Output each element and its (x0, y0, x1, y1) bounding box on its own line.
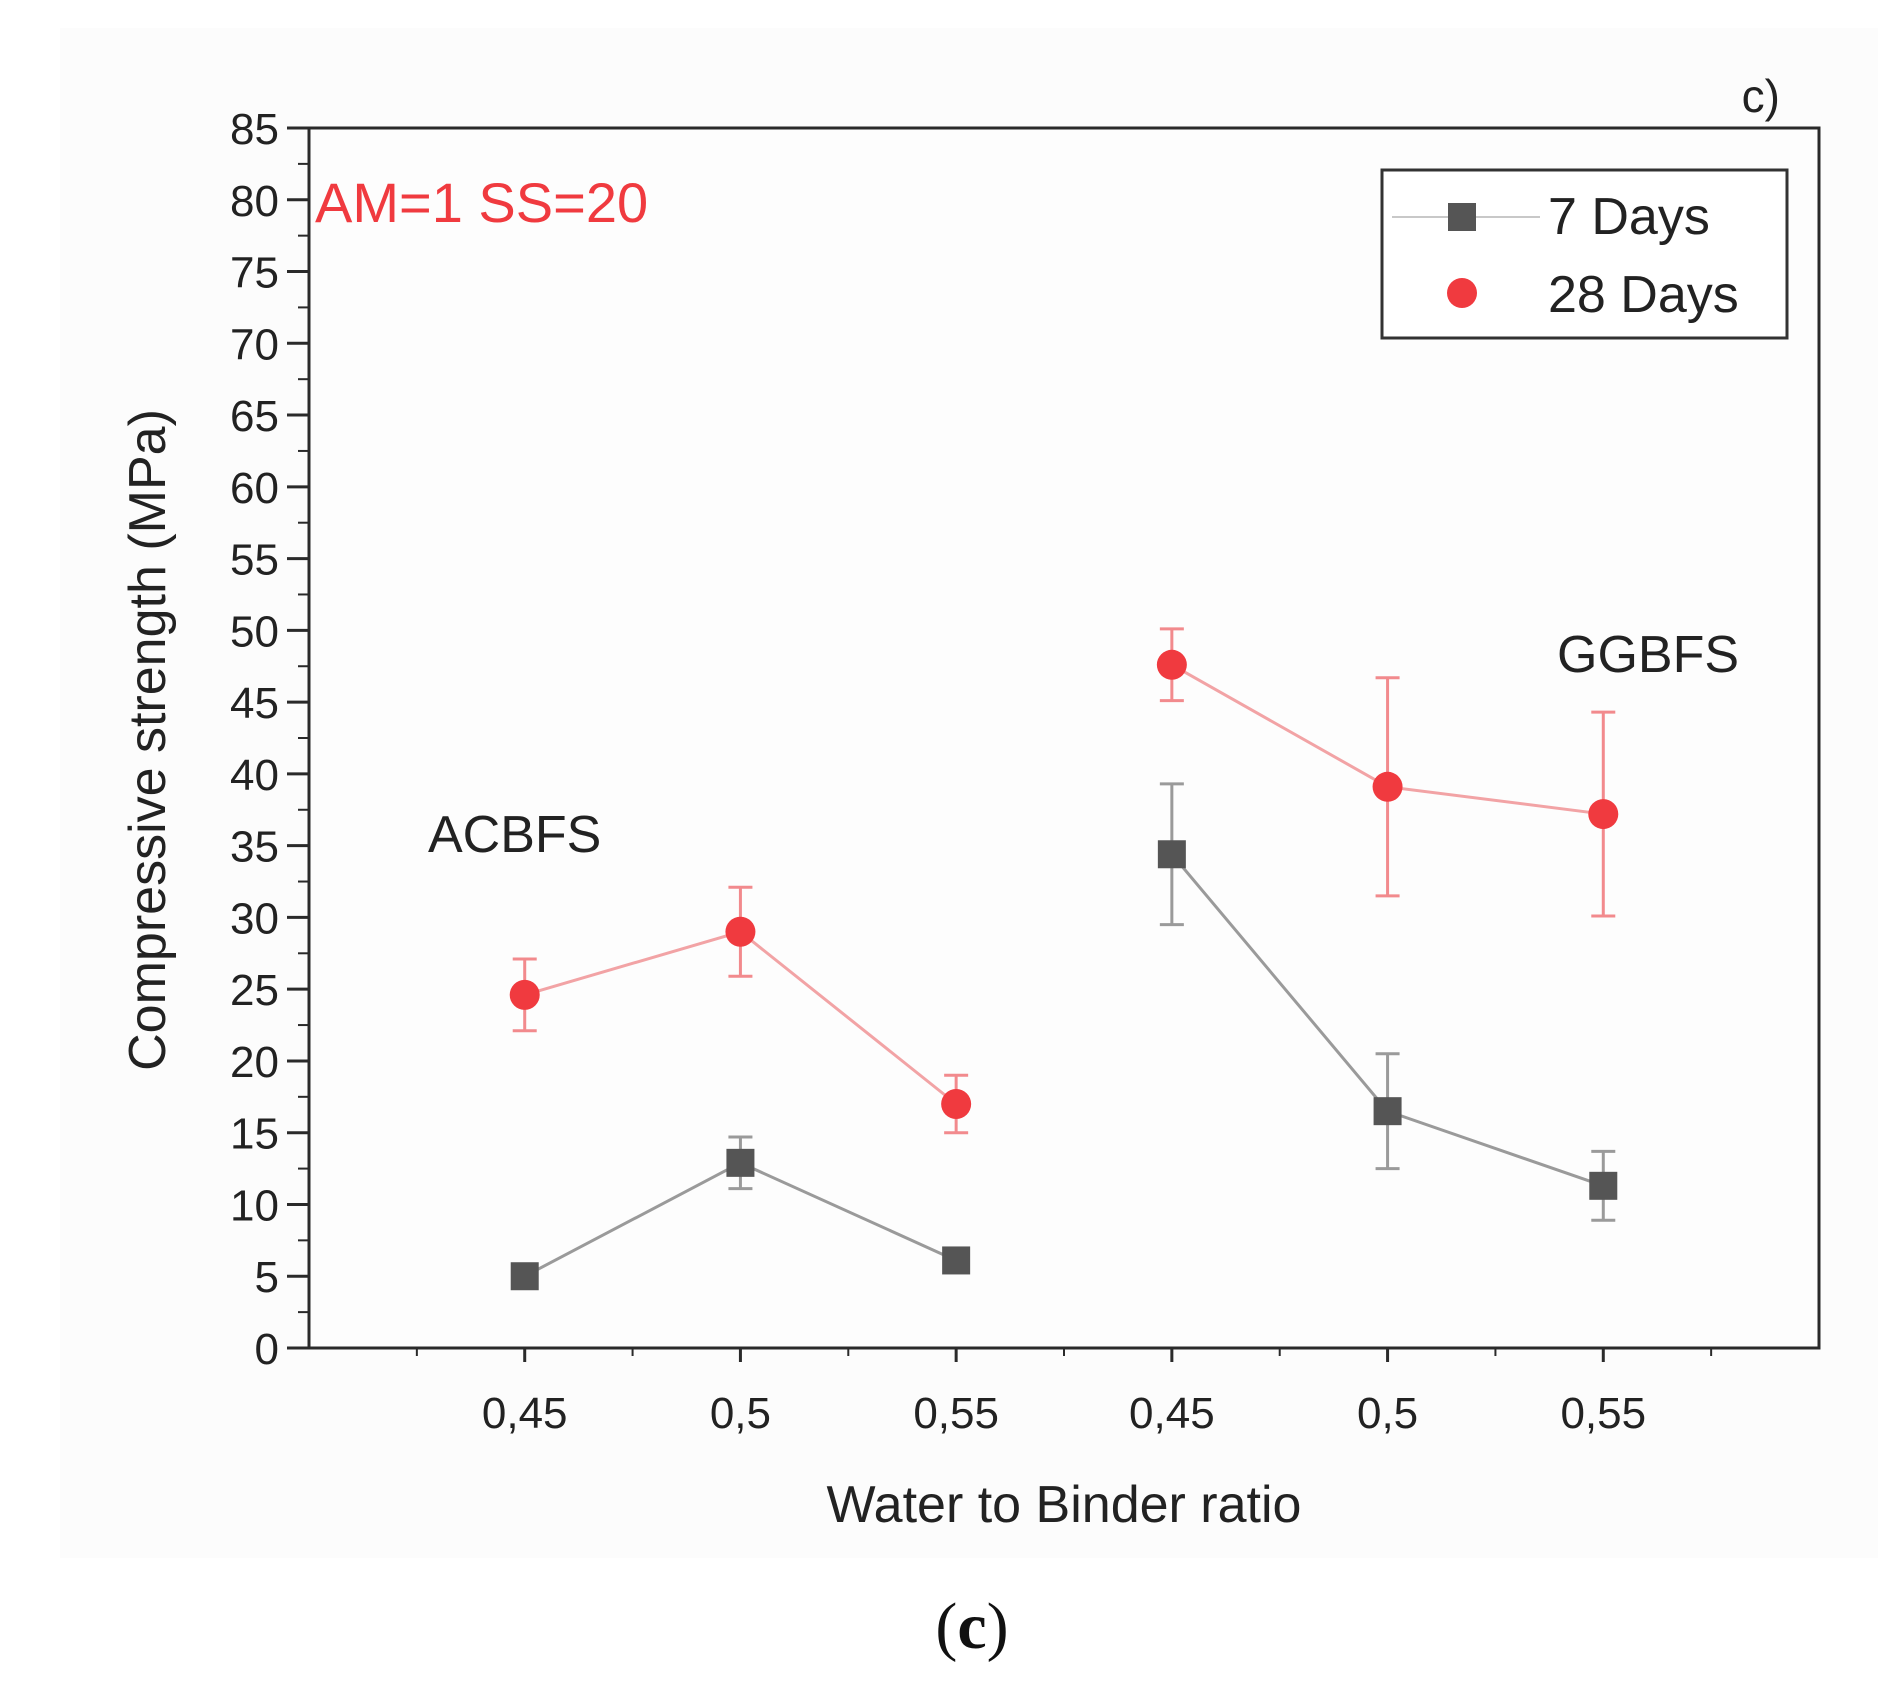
y-tick-label: 15 (230, 1110, 279, 1159)
y-tick-label: 10 (230, 1181, 279, 1230)
y-tick-label: 40 (230, 751, 279, 800)
y-tick-label: 50 (230, 607, 279, 656)
group-label-ggbfs: GGBFS (1557, 626, 1739, 684)
y-tick-label: 75 (230, 249, 279, 298)
figure-caption: (c) (935, 1590, 1008, 1663)
x-axis-title: Water to Binder ratio (827, 1476, 1302, 1534)
data-markers (509, 649, 1619, 1291)
data-point-28-days (1156, 649, 1187, 680)
legend: 7 Days 28 Days (1380, 168, 1789, 340)
y-tick-label: 70 (230, 320, 279, 369)
legend-box (1380, 168, 1789, 340)
data-point-28-days (725, 916, 756, 947)
x-tick-label: 0,55 (1560, 1389, 1646, 1438)
data-point-7-days (726, 1148, 755, 1177)
x-tick-label: 0,45 (482, 1389, 568, 1438)
x-tick-label: 0,5 (1357, 1389, 1418, 1438)
x-tick-label: 0,5 (710, 1389, 771, 1438)
panel-label: c) (1742, 70, 1780, 122)
y-tick-label: 85 (230, 105, 279, 154)
y-tick-label: 45 (230, 679, 279, 728)
group-label-acbfs: ACBFS (428, 806, 601, 864)
y-axis-title: Compressive strength (MPa) (119, 409, 177, 1071)
y-tick-label: 25 (230, 966, 279, 1015)
annotation-am-ss: AM=1 SS=20 (315, 171, 648, 234)
x-tick-label: 0,55 (913, 1389, 999, 1438)
data-point-28-days (941, 1089, 972, 1119)
y-tick-label: 60 (230, 464, 279, 513)
y-axis: 0 5 10 15 20 25 30 35 40 45 50 55 60 65 70 75 80 85 (230, 105, 309, 1374)
y-tick-label: 5 (255, 1253, 279, 1302)
legend-marker-circle (1447, 278, 1477, 308)
x-axis: 0,45 0,5 0,55 0,45 0,5 0,55 (415, 1348, 1713, 1438)
data-point-7-days (1589, 1171, 1618, 1200)
y-tick-label: 80 (230, 177, 279, 226)
legend-label-28-days: 28 Days (1548, 266, 1739, 324)
y-tick-label: 0 (255, 1325, 279, 1374)
y-tick-label: 30 (230, 894, 279, 943)
legend-label-7-days: 7 Days (1548, 188, 1710, 246)
x-tick-label: 0,45 (1129, 1389, 1215, 1438)
data-point-28-days (509, 979, 540, 1010)
y-tick-label: 35 (230, 823, 279, 872)
data-point-7-days (510, 1262, 539, 1291)
y-tick-label: 20 (230, 1038, 279, 1087)
y-tick-label: 55 (230, 536, 279, 585)
data-point-7-days (1157, 840, 1186, 869)
data-point-7-days (942, 1246, 971, 1275)
data-point-28-days (1372, 771, 1403, 802)
y-tick-label: 65 (230, 392, 279, 441)
data-point-7-days (1373, 1097, 1402, 1126)
data-point-28-days (1588, 799, 1619, 830)
legend-marker-square (1448, 203, 1476, 231)
